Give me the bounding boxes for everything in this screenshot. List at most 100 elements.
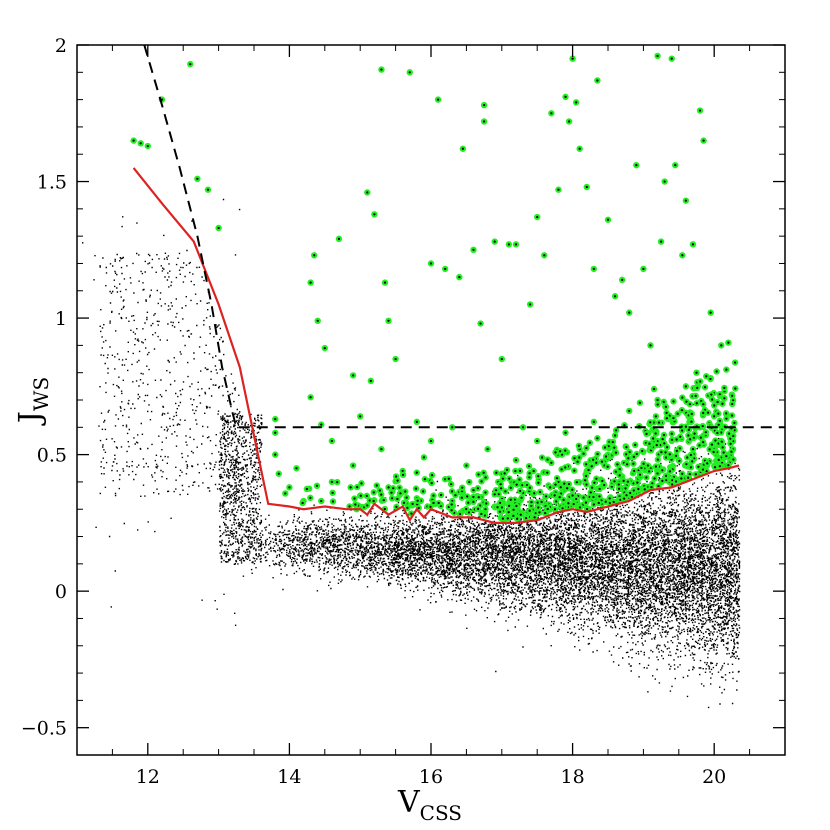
candidate-point	[544, 469, 551, 476]
candidate-point-core	[567, 502, 570, 505]
candidate-point-core	[614, 451, 618, 454]
candidate-point-core	[656, 54, 659, 58]
candidate-point-core	[625, 453, 628, 456]
candidate-point-core	[399, 492, 402, 495]
candidate-point-core	[536, 501, 539, 504]
candidate-point-core	[349, 486, 352, 489]
candidate-point	[420, 454, 428, 461]
candidate-point-core	[485, 502, 488, 505]
candidate-point	[598, 458, 606, 465]
candidate-point-core	[625, 494, 628, 497]
candidate-point-core	[584, 474, 588, 478]
candidate-point-core	[352, 374, 355, 377]
candidate-point-core	[725, 417, 728, 420]
candidate-point-core	[664, 456, 668, 459]
candidate-point-core	[731, 402, 734, 406]
candidate-point-core	[657, 484, 660, 488]
candidate-point-core	[598, 487, 601, 491]
candidate-point-core	[512, 514, 515, 517]
candidate-point-core	[624, 487, 627, 490]
candidate-point-core	[415, 471, 418, 474]
candidate-point-core	[369, 379, 372, 382]
candidate-point-core	[733, 361, 737, 364]
candidate-point-core	[713, 466, 717, 469]
candidate-point	[534, 213, 541, 221]
candidate-point-core	[509, 498, 512, 501]
candidate-point-core	[608, 497, 611, 500]
candidate-point	[641, 486, 648, 493]
candidate-point	[428, 471, 436, 479]
selection-lines	[132, 45, 785, 525]
candidate-point	[609, 438, 617, 446]
candidate-point	[396, 484, 403, 491]
candidate-point	[614, 461, 621, 468]
candidate-point	[728, 412, 736, 419]
candidate-point	[400, 499, 408, 507]
candidate-point	[620, 495, 628, 502]
candidate-point	[314, 317, 321, 325]
candidate-point-core	[500, 357, 503, 361]
candidate-point-core	[687, 434, 690, 437]
candidate-point-core	[507, 511, 510, 514]
candidate-point	[334, 478, 341, 486]
candidate-point-core	[684, 385, 687, 388]
candidate-point	[194, 175, 201, 183]
candidate-point-core	[564, 431, 567, 434]
candidate-point-core	[493, 493, 496, 496]
x-tick-label: 20	[702, 766, 726, 788]
candidate-point-core	[354, 503, 357, 506]
candidate-point-core	[516, 517, 519, 520]
candidate-point	[390, 485, 397, 492]
candidate-point-core	[626, 463, 629, 466]
candidate-point-core	[713, 404, 716, 407]
candidate-point-core	[731, 394, 734, 397]
candidate-point-core	[576, 460, 579, 463]
candidate-point-core	[530, 501, 533, 504]
candidate-point	[718, 438, 725, 445]
candidate-point	[310, 252, 318, 259]
candidate-point-core	[720, 431, 723, 434]
candidate-point-core	[614, 470, 617, 473]
candidate-point-core	[380, 448, 383, 451]
candidate-point	[456, 273, 463, 281]
candidate-point	[505, 241, 513, 248]
candidate-point	[272, 415, 279, 423]
candidate-point-core	[494, 489, 498, 492]
candidate-point	[652, 430, 659, 437]
candidate-point-core	[546, 507, 549, 511]
candidate-point	[403, 494, 410, 501]
candidate-point-core	[305, 487, 308, 491]
candidate-point-core	[359, 415, 362, 418]
candidate-point	[364, 189, 371, 196]
candidate-point	[536, 488, 544, 496]
candidate-point-core	[146, 144, 149, 148]
candidate-point	[328, 478, 336, 486]
candidate-point-core	[429, 505, 432, 508]
candidate-point-core	[423, 478, 427, 481]
candidate-point-core	[378, 489, 381, 492]
candidate-point	[570, 500, 577, 508]
candidate-point-core	[727, 432, 731, 435]
candidate-point	[272, 429, 279, 436]
candidate-point-core	[680, 477, 683, 480]
candidate-point-core	[571, 57, 574, 60]
candidate-point-core	[646, 464, 650, 467]
candidate-point	[293, 465, 300, 472]
candidate-point-core	[274, 453, 277, 456]
candidate-point-core	[611, 440, 614, 444]
candidate-point-core	[476, 487, 479, 490]
candidate-point-core	[395, 505, 398, 508]
candidate-point	[552, 481, 559, 488]
candidate-point-core	[701, 424, 704, 428]
candidate-point	[696, 107, 704, 114]
candidate-point	[459, 484, 466, 491]
candidate-point-core	[564, 449, 567, 452]
candidate-point	[612, 468, 620, 475]
candidate-point	[427, 437, 435, 445]
candidate-point	[448, 507, 455, 514]
candidate-point-core	[717, 412, 720, 415]
candidate-point	[678, 406, 686, 414]
candidate-point	[376, 487, 384, 494]
candidate-point	[678, 475, 685, 482]
candidate-point-core	[680, 429, 684, 432]
